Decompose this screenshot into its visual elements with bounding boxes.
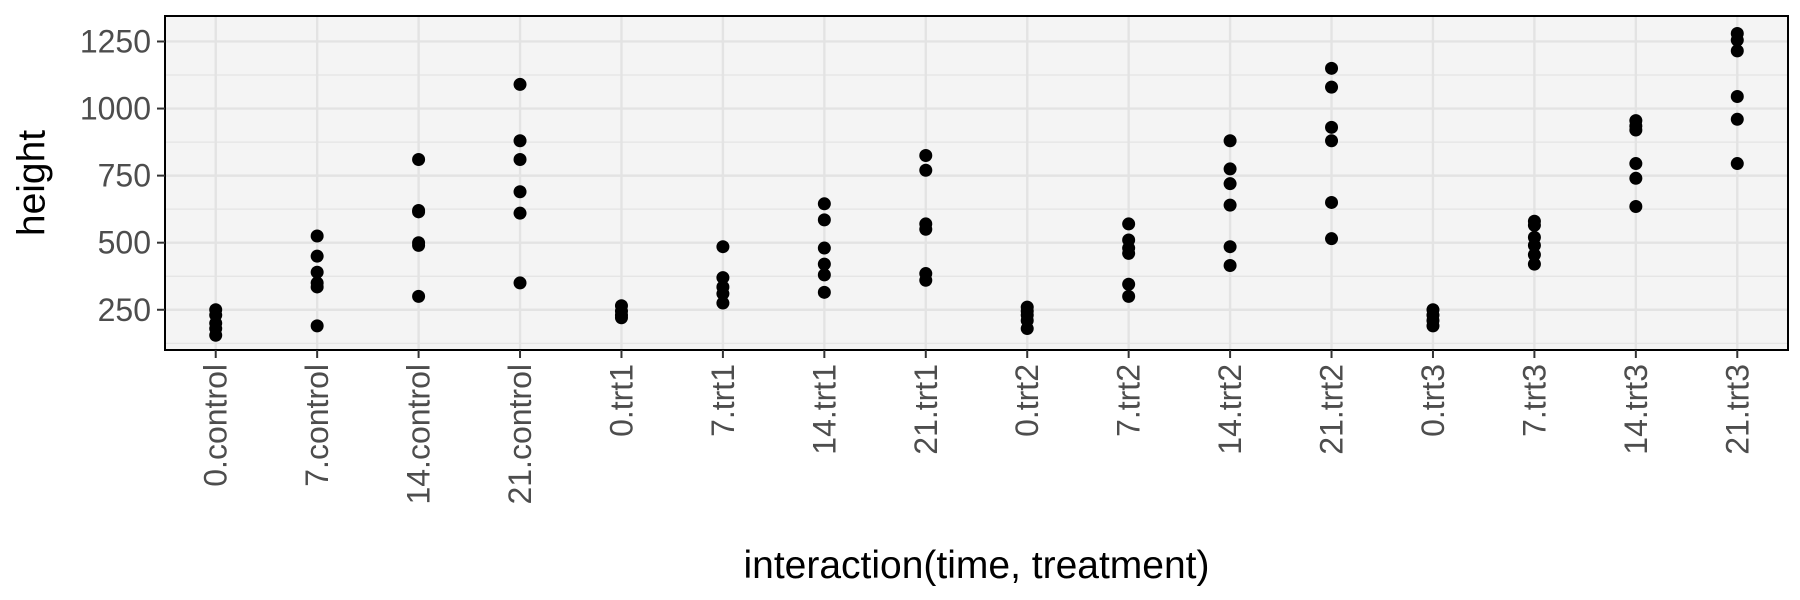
data-point: [817, 197, 831, 211]
data-point: [209, 303, 223, 317]
data-point: [1223, 258, 1237, 272]
data-point: [1730, 157, 1744, 171]
data-point: [716, 296, 730, 310]
data-point: [513, 153, 527, 167]
x-tick-label: 14.trt3: [1618, 364, 1654, 455]
data-point: [919, 163, 933, 177]
data-point: [310, 249, 324, 263]
data-point: [412, 203, 426, 217]
x-tick-label: 7.trt3: [1516, 364, 1552, 437]
data-point: [1527, 230, 1541, 244]
data-point: [1629, 114, 1643, 128]
x-tick-label: 0.trt1: [603, 364, 639, 437]
data-point: [513, 134, 527, 148]
data-point: [1122, 277, 1136, 291]
x-tick-label: 21.control: [502, 364, 538, 505]
data-point: [1325, 80, 1339, 94]
data-point: [1223, 198, 1237, 212]
x-tick-label: 14.trt1: [806, 364, 842, 455]
x-tick-label: 0.trt3: [1415, 364, 1451, 437]
data-point: [1325, 134, 1339, 148]
data-point: [1730, 26, 1744, 40]
plot-panel: [165, 16, 1788, 350]
x-tick-label: 14.trt2: [1212, 364, 1248, 455]
data-point: [1730, 112, 1744, 126]
data-point: [1629, 171, 1643, 185]
data-points: [209, 26, 1744, 342]
x-axis-ticks: 0.control 7.control 14.control 21.control 0.…: [198, 350, 1755, 505]
data-point: [716, 280, 730, 294]
data-point: [1223, 162, 1237, 176]
data-point: [1325, 232, 1339, 246]
x-tick-label: 0.control: [198, 364, 234, 487]
data-point: [817, 213, 831, 227]
data-point: [1325, 61, 1339, 75]
data-point: [1527, 248, 1541, 262]
x-tick-label: 21.trt2: [1314, 364, 1350, 455]
data-point: [412, 153, 426, 167]
y-tick-label: 500: [98, 225, 151, 261]
y-tick-label: 750: [98, 158, 151, 194]
x-tick-label: 0.trt2: [1009, 364, 1045, 437]
data-point: [1426, 303, 1440, 317]
data-point: [1122, 217, 1136, 231]
data-point: [1730, 44, 1744, 58]
data-point: [1122, 233, 1136, 247]
data-point: [614, 299, 628, 313]
data-point: [310, 319, 324, 333]
data-point: [310, 229, 324, 243]
data-point: [1020, 300, 1034, 314]
data-point: [919, 267, 933, 281]
x-axis-title: interaction(time, treatment): [743, 544, 1209, 587]
x-tick-label: 14.control: [401, 364, 437, 505]
y-axis-ticks: 250 500 750 1000 1250: [80, 23, 165, 328]
y-tick-label: 1250: [80, 23, 151, 59]
data-point: [513, 185, 527, 199]
data-point: [412, 236, 426, 250]
data-point: [1122, 289, 1136, 303]
y-tick-label: 1000: [80, 91, 151, 127]
data-point: [817, 241, 831, 255]
data-point: [513, 77, 527, 91]
data-point: [716, 271, 730, 285]
data-point: [1730, 89, 1744, 103]
data-point: [1325, 195, 1339, 209]
data-point: [817, 257, 831, 271]
x-tick-label: 21.trt1: [908, 364, 944, 455]
data-point: [817, 268, 831, 282]
x-tick-label: 7.trt2: [1111, 364, 1147, 437]
data-point: [1223, 134, 1237, 148]
x-tick-label: 7.trt1: [705, 364, 741, 437]
data-point: [310, 276, 324, 290]
y-axis-title: height: [11, 130, 54, 236]
x-tick-label: 7.control: [299, 364, 335, 487]
data-point: [1629, 199, 1643, 213]
data-point: [1223, 177, 1237, 191]
data-point: [817, 285, 831, 299]
data-point: [919, 217, 933, 231]
data-point: [1527, 214, 1541, 228]
data-point: [513, 206, 527, 220]
x-tick-label: 21.trt3: [1719, 364, 1755, 455]
y-tick-label: 250: [98, 292, 151, 328]
data-point: [1527, 257, 1541, 271]
data-point: [310, 265, 324, 279]
data-point: [919, 149, 933, 163]
data-point: [1223, 240, 1237, 254]
plot-border: [164, 15, 1789, 351]
data-point: [716, 240, 730, 254]
data-point: [1325, 120, 1339, 134]
data-point: [412, 289, 426, 303]
data-point: [1629, 157, 1643, 171]
data-point: [513, 276, 527, 290]
